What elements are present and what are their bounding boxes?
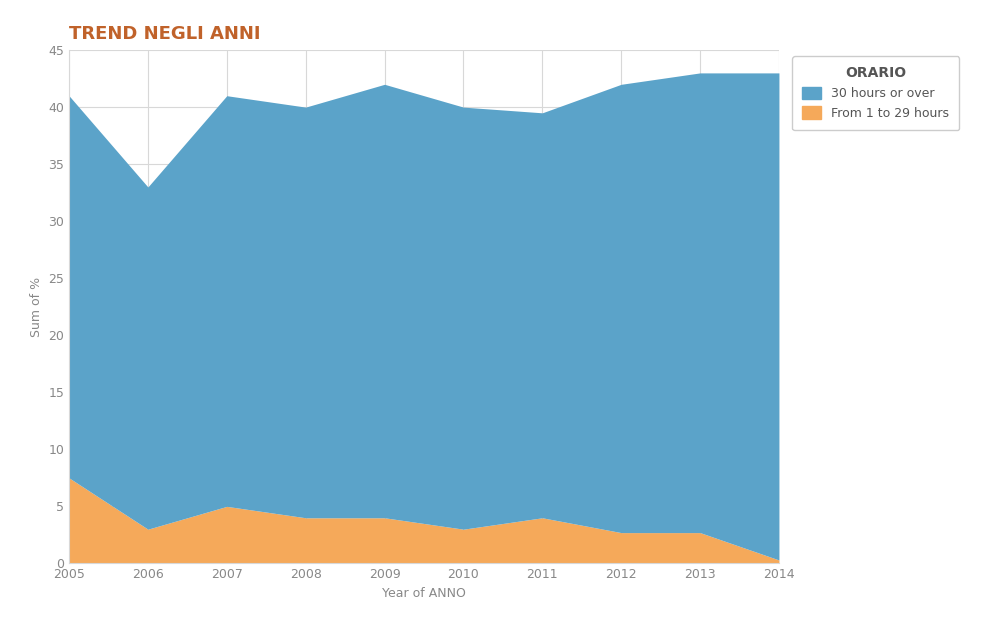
X-axis label: Year of ANNO: Year of ANNO <box>382 587 466 600</box>
Legend: 30 hours or over, From 1 to 29 hours: 30 hours or over, From 1 to 29 hours <box>793 56 959 130</box>
Text: TREND NEGLI ANNI: TREND NEGLI ANNI <box>69 25 260 43</box>
Y-axis label: Sum of %: Sum of % <box>30 277 42 337</box>
